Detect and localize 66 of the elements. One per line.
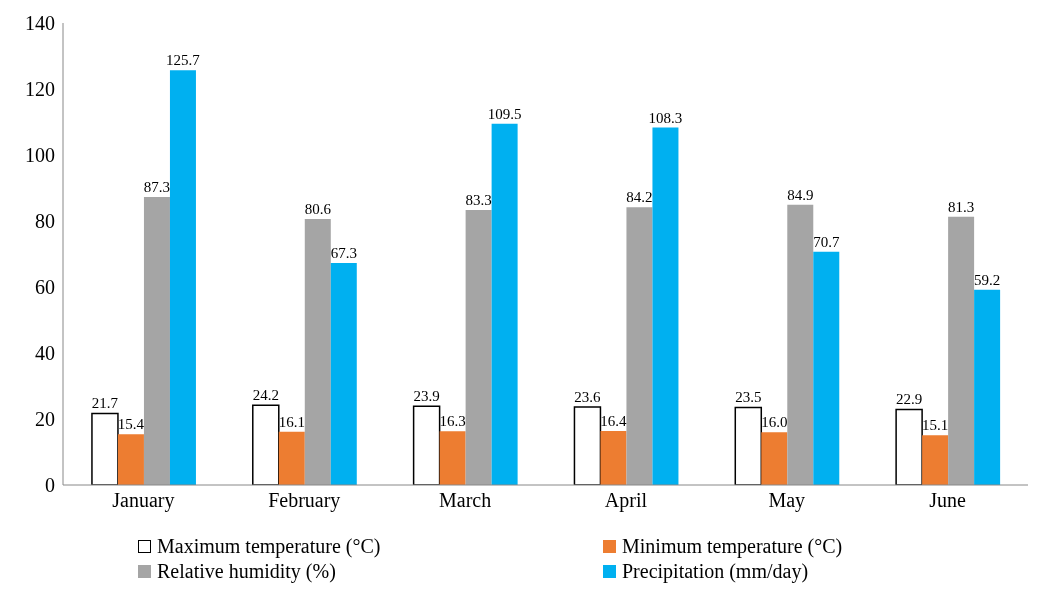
x-tick-label: February	[268, 489, 341, 513]
legend-label: Precipitation (mm/day)	[622, 560, 809, 583]
data-label: 84.2	[626, 189, 653, 206]
x-tick-label: March	[438, 489, 492, 512]
data-label: 23.9	[413, 388, 440, 405]
y-tick-label: 40	[35, 342, 55, 365]
bar	[465, 210, 492, 485]
x-tick-label: June	[929, 489, 967, 512]
data-label: 23.6	[574, 389, 602, 406]
y-tick-label: 0	[45, 474, 55, 497]
data-label: 67.3	[330, 244, 357, 261]
data-label: 70.7	[813, 233, 840, 250]
bar	[600, 430, 627, 485]
x-tick-label: January	[112, 489, 175, 513]
data-label: 15.4	[117, 416, 145, 433]
data-label: 16.0	[761, 414, 788, 431]
data-label: 84.9	[787, 186, 814, 203]
data-label: 22.9	[895, 391, 923, 408]
legend-label: Maximum temperature (°C)	[157, 535, 381, 558]
bar	[143, 196, 170, 485]
bar	[813, 251, 840, 485]
legend-label: Relative humidity (%)	[157, 560, 336, 583]
y-tick-label: 20	[35, 408, 55, 431]
y-tick-label: 60	[35, 276, 55, 299]
data-label: 81.3	[947, 198, 975, 215]
bar	[895, 408, 923, 485]
bar	[974, 289, 1001, 485]
bar	[734, 406, 763, 485]
bar	[169, 70, 196, 485]
data-label: 83.3	[465, 192, 492, 209]
legend-label: Minimum temperature (°C)	[622, 535, 843, 558]
data-label: 109.5	[487, 105, 522, 122]
data-label: 108.3	[648, 109, 683, 126]
data-label: 16.1	[278, 413, 305, 430]
data-label: 16.4	[600, 412, 628, 429]
bar	[117, 434, 144, 485]
data-label: 16.3	[439, 413, 466, 430]
bar	[787, 204, 814, 485]
bar	[439, 431, 466, 485]
bar	[626, 207, 653, 485]
bar	[491, 123, 518, 485]
bar	[761, 432, 788, 485]
data-label: 125.7	[166, 52, 201, 69]
bar	[948, 216, 975, 485]
bar	[412, 405, 441, 485]
x-tick-label: May	[768, 489, 806, 513]
bar	[922, 435, 949, 485]
bar	[278, 431, 305, 485]
bar	[91, 412, 119, 485]
y-tick-label: 80	[35, 210, 55, 233]
data-label: 15.1	[921, 417, 949, 434]
data-label: 21.7	[91, 395, 119, 412]
data-label: 23.5	[735, 389, 762, 406]
bar	[252, 404, 280, 485]
y-tick-label: 100	[25, 144, 55, 167]
x-tick-label: April	[604, 489, 648, 513]
data-label: 24.2	[252, 387, 279, 404]
bar	[330, 262, 357, 485]
bar	[573, 406, 602, 485]
data-label: 80.6	[304, 201, 332, 218]
y-tick-label: 120	[25, 78, 55, 101]
data-label: 59.2	[973, 271, 1001, 288]
bar	[304, 219, 331, 485]
bar	[652, 127, 679, 485]
data-label: 87.3	[143, 178, 171, 195]
y-tick-label: 140	[25, 12, 55, 35]
